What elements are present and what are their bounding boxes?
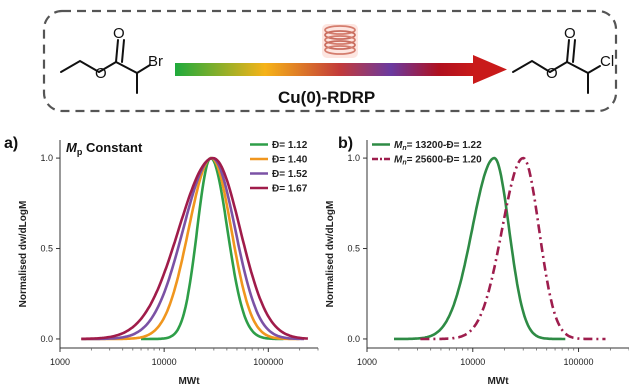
x-tick-label: 100000 [253, 357, 283, 367]
y-axis-label: Normalised dw/dLogM [18, 201, 29, 308]
legend-label: Đ= 1.40 [272, 155, 308, 166]
series-line [393, 156, 566, 341]
series-line [420, 156, 606, 341]
reactant-halogen: Br [148, 53, 163, 70]
product-halogen: Cl [600, 53, 614, 70]
copper-coil-icon [322, 24, 358, 58]
reaction-arrow [175, 55, 507, 84]
legend-label: Mn= 13200-Đ= 1.22 [394, 140, 482, 152]
x-tick-label: 10000 [460, 357, 485, 367]
y-axis-label: Normalised dw/dLogM [325, 201, 336, 308]
x-tick-label: 100000 [564, 357, 594, 367]
x-tick-label: 10000 [152, 357, 177, 367]
product-structure [512, 39, 601, 94]
scheme-box [42, 9, 618, 113]
legend-label: Đ= 1.67 [272, 184, 308, 195]
x-axis-label: MWt [487, 376, 509, 385]
x-axis-label: MWt [178, 376, 200, 385]
y-tick-label: 0.5 [40, 244, 53, 254]
legend-label: Mn= 25600-Đ= 1.20 [394, 155, 482, 167]
legend-label: Đ= 1.12 [272, 140, 308, 151]
y-tick-label: 0.0 [40, 334, 53, 344]
chart-title: Mp Constant [66, 140, 143, 157]
y-tick-label: 0.0 [347, 334, 360, 344]
series-line [81, 156, 304, 341]
product-carbonyl-oxygen: O [564, 25, 576, 42]
reactant-oxygen: O [95, 65, 107, 82]
series-line [140, 156, 284, 341]
panel-label: b) [338, 135, 353, 152]
reactant-carbonyl-oxygen: O [113, 25, 125, 42]
y-tick-label: 1.0 [347, 153, 360, 163]
chart-panel-a: 1000 10000 100000 0.0 0.5 1.0 MWt Normalised dw… [4, 135, 319, 385]
panel-label: a) [4, 135, 18, 152]
legend-label: Đ= 1.52 [272, 169, 308, 180]
reaction-label: Cu(0)-RDRP [278, 88, 375, 107]
y-tick-label: 1.0 [40, 153, 53, 163]
reactant-structure [60, 39, 151, 94]
product-oxygen: O [546, 65, 558, 82]
series-line [81, 156, 308, 341]
x-tick-label: 1000 [357, 357, 377, 367]
y-tick-label: 0.5 [347, 244, 360, 254]
x-tick-label: 1000 [50, 357, 70, 367]
chart-panel-b: 1000 10000 100000 0.0 0.5 1.0 MWt Normalised dw… [325, 135, 629, 385]
